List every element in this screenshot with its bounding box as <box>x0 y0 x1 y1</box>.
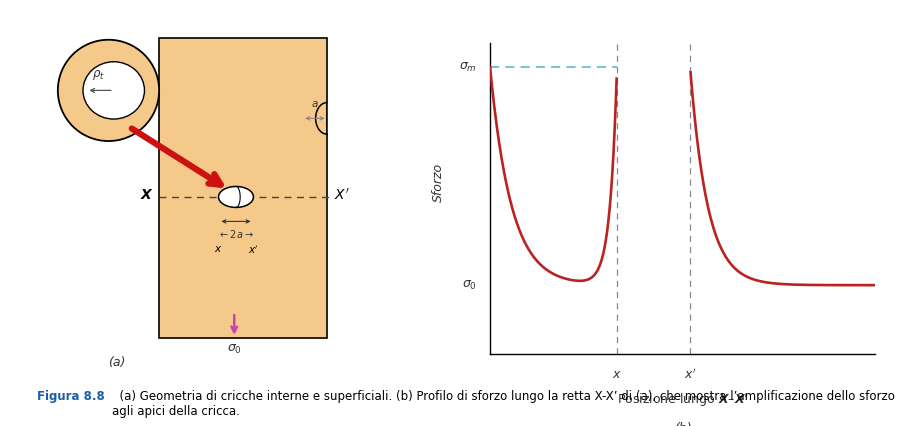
Circle shape <box>58 40 159 141</box>
Text: $\boldsymbol{X'}$: $\boldsymbol{X'}$ <box>333 187 349 203</box>
Text: (b): (b) <box>673 422 692 426</box>
Text: Sforzo: Sforzo <box>431 163 444 202</box>
Text: $\boldsymbol{X}$: $\boldsymbol{X}$ <box>140 188 154 202</box>
Text: $x$: $x$ <box>214 244 223 254</box>
Text: $\rho_t$: $\rho_t$ <box>93 68 105 82</box>
Ellipse shape <box>83 62 145 119</box>
Text: $\sigma_m$: $\sigma_m$ <box>459 61 476 74</box>
Text: Posizione lungo $\boldsymbol{X}$–$\boldsymbol{X}$’: Posizione lungo $\boldsymbol{X}$–$\bolds… <box>616 391 748 408</box>
Text: $x$: $x$ <box>612 368 622 380</box>
Text: $x'$: $x'$ <box>684 368 696 382</box>
Bar <box>327 103 362 134</box>
Text: (a) Geometria di cricche interne e superficiali. (b) Profilo di sforzo lungo la : (a) Geometria di cricche interne e super… <box>112 390 895 418</box>
Text: $\sigma_0$: $\sigma_0$ <box>227 343 242 356</box>
Bar <box>159 38 327 338</box>
Text: $\leftarrow$$2a$$\rightarrow$: $\leftarrow$$2a$$\rightarrow$ <box>218 227 254 240</box>
Text: $x'$: $x'$ <box>248 244 259 256</box>
Text: $\sigma_0$: $\sigma_0$ <box>462 279 476 292</box>
Text: $a$: $a$ <box>311 98 319 109</box>
Text: Figura 8.8: Figura 8.8 <box>37 390 104 403</box>
Ellipse shape <box>219 187 254 207</box>
Text: (a): (a) <box>108 356 125 369</box>
